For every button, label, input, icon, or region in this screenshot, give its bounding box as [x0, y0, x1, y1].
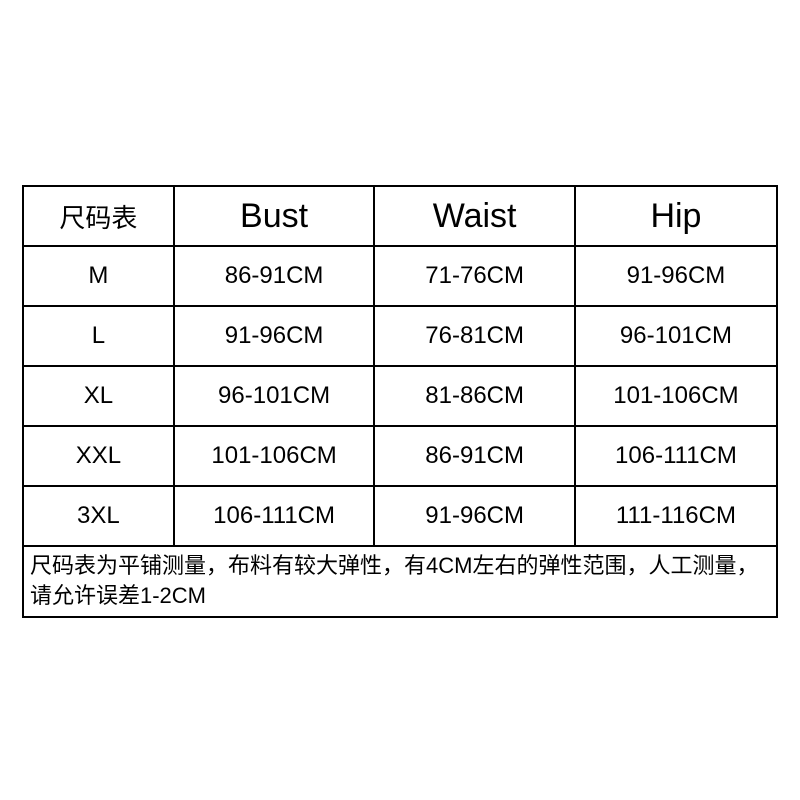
table-row: XXL 101-106CM 86-91CM 106-111CM [23, 426, 777, 486]
cell-bust: 91-96CM [174, 306, 375, 366]
table-row: XL 96-101CM 81-86CM 101-106CM [23, 366, 777, 426]
size-chart-table: 尺码表 Bust Waist Hip M 86-91CM 71-76CM 91-… [22, 185, 778, 618]
cell-hip: 111-116CM [575, 486, 777, 546]
cell-bust: 96-101CM [174, 366, 375, 426]
cell-waist: 91-96CM [374, 486, 575, 546]
cell-size: 3XL [23, 486, 174, 546]
cell-hip: 91-96CM [575, 246, 777, 306]
cell-size: XL [23, 366, 174, 426]
cell-size: M [23, 246, 174, 306]
cell-bust: 101-106CM [174, 426, 375, 486]
table-row: M 86-91CM 71-76CM 91-96CM [23, 246, 777, 306]
cell-waist: 86-91CM [374, 426, 575, 486]
table-footnote-row: 尺码表为平铺测量，布料有较大弹性，有4CM左右的弹性范围，人工测量，请允许误差1… [23, 546, 777, 617]
cell-size: XXL [23, 426, 174, 486]
cell-waist: 71-76CM [374, 246, 575, 306]
table-header-row: 尺码表 Bust Waist Hip [23, 186, 777, 246]
cell-bust: 106-111CM [174, 486, 375, 546]
size-chart-container: 尺码表 Bust Waist Hip M 86-91CM 71-76CM 91-… [22, 185, 778, 618]
cell-waist: 81-86CM [374, 366, 575, 426]
cell-hip: 96-101CM [575, 306, 777, 366]
col-header-bust: Bust [174, 186, 375, 246]
col-header-size: 尺码表 [23, 186, 174, 246]
table-row: L 91-96CM 76-81CM 96-101CM [23, 306, 777, 366]
col-header-waist: Waist [374, 186, 575, 246]
cell-size: L [23, 306, 174, 366]
cell-hip: 106-111CM [575, 426, 777, 486]
table-row: 3XL 106-111CM 91-96CM 111-116CM [23, 486, 777, 546]
cell-waist: 76-81CM [374, 306, 575, 366]
table-footnote: 尺码表为平铺测量，布料有较大弹性，有4CM左右的弹性范围，人工测量，请允许误差1… [23, 546, 777, 617]
cell-bust: 86-91CM [174, 246, 375, 306]
cell-hip: 101-106CM [575, 366, 777, 426]
col-header-hip: Hip [575, 186, 777, 246]
